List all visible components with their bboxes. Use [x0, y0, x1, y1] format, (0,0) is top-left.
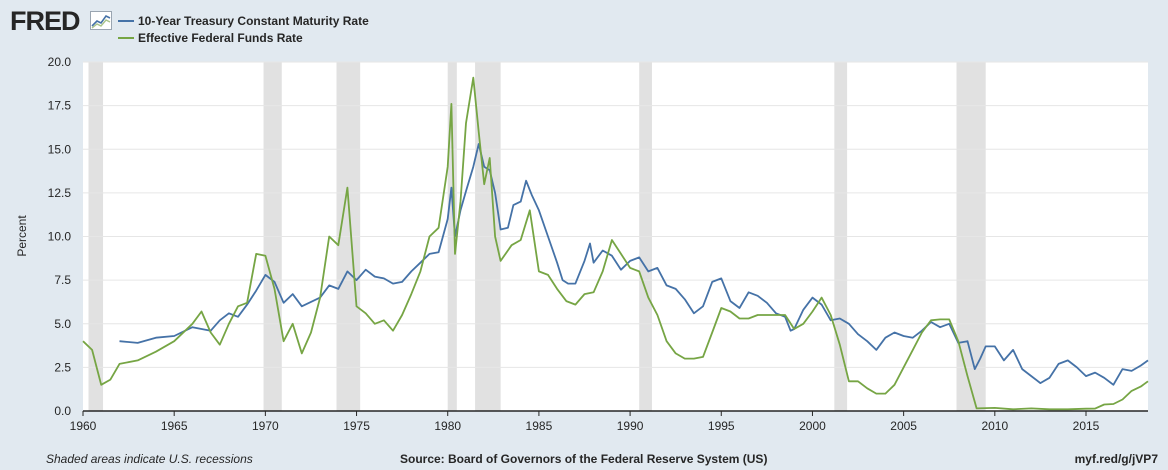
y-tick-label: 7.5 [54, 273, 71, 287]
y-tick-label: 15.0 [48, 142, 72, 156]
x-tick-label: 2000 [799, 419, 826, 433]
recession-note: Shaded areas indicate U.S. recessions [46, 452, 253, 466]
x-tick-label: 1965 [161, 419, 188, 433]
x-tick-label: 1980 [434, 419, 461, 433]
x-tick-label: 1995 [708, 419, 735, 433]
legend: 10-Year Treasury Constant Maturity Rate … [118, 12, 369, 46]
legend-item-fedfunds[interactable]: Effective Federal Funds Rate [118, 29, 369, 46]
y-tick-label: 17.5 [48, 99, 72, 113]
y-tick-label: 20.0 [48, 55, 72, 69]
fred-graph-icon [90, 11, 112, 30]
fed-funds-line[interactable] [82, 76, 1149, 411]
y-axis-label: Percent [15, 215, 29, 257]
legend-label-treasury: 10-Year Treasury Constant Maturity Rate [138, 13, 369, 28]
y-tick-label: 5.0 [54, 317, 71, 331]
x-tick-label: 1975 [343, 419, 370, 433]
x-tick-label: 2005 [890, 419, 917, 433]
source-note: Source: Board of Governors of the Federa… [400, 452, 768, 466]
legend-label-fedfunds: Effective Federal Funds Rate [138, 30, 303, 45]
x-tick-label: 1960 [70, 419, 97, 433]
x-tick-label: 2015 [1073, 419, 1100, 433]
legend-swatch-treasury [118, 19, 134, 22]
x-tick-label: 1985 [526, 419, 553, 433]
fred-logo: FRED [10, 6, 80, 36]
y-tick-label: 12.5 [48, 186, 72, 200]
x-tick-label: 1990 [617, 419, 644, 433]
legend-item-treasury[interactable]: 10-Year Treasury Constant Maturity Rate [118, 12, 369, 29]
x-tick-label: 1970 [252, 419, 279, 433]
legend-swatch-fedfunds [118, 36, 134, 39]
x-tick-label: 2010 [981, 419, 1008, 433]
y-tick-label: 2.5 [54, 360, 71, 374]
y-tick-label: 10.0 [48, 230, 72, 244]
treasury-10y-line[interactable] [119, 143, 1149, 386]
short-url[interactable]: myf.red/g/jVP7 [1074, 452, 1158, 466]
y-tick-label: 0.0 [54, 404, 71, 418]
